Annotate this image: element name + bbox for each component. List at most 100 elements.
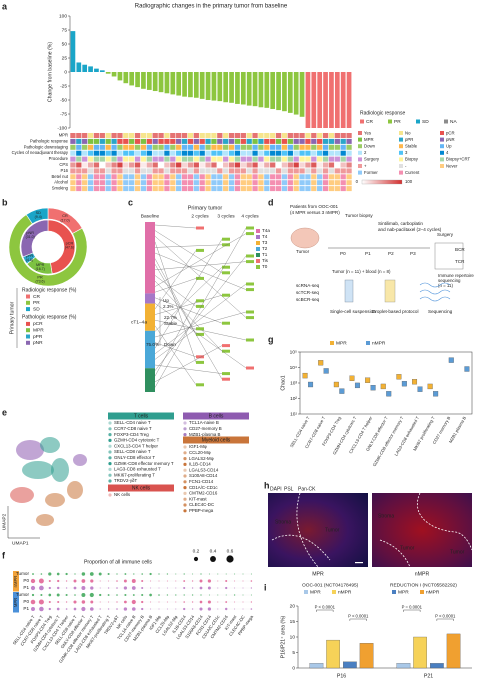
bar	[329, 72, 334, 128]
legend-dot	[183, 427, 187, 431]
legend-label: IL1B-CD14	[189, 462, 211, 467]
heatmap-cell	[99, 138, 105, 144]
legend-swatch	[256, 247, 260, 251]
heatmap-cell	[134, 150, 141, 156]
heatmap-legend-label: Down	[364, 144, 376, 149]
segment-name: PR	[37, 276, 43, 280]
heatmap-cell	[346, 156, 352, 162]
legend-swatch	[26, 321, 30, 326]
heatmap-cell	[170, 180, 176, 186]
umap-cluster	[16, 440, 44, 460]
heatmap-cell	[211, 144, 217, 150]
y-axis-label: Change from baseline (%)	[47, 42, 53, 103]
dot	[234, 573, 236, 575]
legend-label: CD1A/C-CD1c	[189, 485, 218, 490]
heatmap-cell	[264, 144, 270, 150]
heatmap-cell	[234, 168, 241, 174]
heatmap-cell	[264, 162, 270, 168]
dot	[225, 594, 227, 596]
heatmap-cell	[199, 133, 205, 138]
bar	[129, 72, 135, 86]
heatmap-cell	[223, 180, 229, 186]
y-axis-label: Chao1	[280, 375, 286, 390]
heatmap-cell	[322, 186, 329, 192]
umap-cluster	[10, 487, 34, 503]
dot	[207, 579, 212, 583]
dot	[199, 579, 203, 583]
heatmap-cell	[281, 138, 288, 144]
regimen: and nab-paclitaxel (2–4 cycles)	[378, 227, 442, 232]
heatmap-cell	[328, 174, 335, 180]
heatmap-cell	[234, 144, 241, 150]
legend-label: MKI67-proliferating T	[114, 472, 155, 477]
umap-cluster	[40, 437, 60, 453]
y-tick-label: 5	[292, 650, 295, 656]
stage-label: Tis	[262, 258, 269, 263]
heatmap-cell	[223, 133, 229, 138]
heatmap-cell	[164, 150, 170, 156]
samples: Tumor (n = 11) + blood (n = 8)	[332, 269, 391, 274]
dot	[123, 586, 128, 590]
heatmap-cell	[334, 186, 340, 192]
heatmap-cell	[134, 174, 141, 180]
heatmap-cell	[111, 138, 117, 144]
heatmap-cell	[281, 168, 288, 174]
bar	[413, 636, 427, 669]
dot	[141, 607, 144, 611]
heatmap-cell	[164, 133, 170, 138]
heatmap-cell	[123, 174, 129, 180]
dot	[124, 600, 127, 604]
timepoint: P1	[365, 251, 371, 256]
heatmap-cell	[205, 186, 211, 192]
region-label: Stroma	[378, 513, 394, 519]
heatmap-cell	[164, 168, 170, 174]
legend-label: PR	[394, 119, 401, 125]
heatmap-cell	[170, 186, 176, 192]
legend-label: FOXP3-CD4 Treg	[114, 432, 149, 437]
heatmap-cell	[258, 186, 264, 192]
box-median	[349, 375, 355, 381]
heatmap-cell	[246, 162, 252, 168]
legend-swatch	[332, 590, 336, 594]
heatmap-cell	[105, 186, 111, 192]
cohort: Patients from OOC-001	[290, 204, 338, 209]
heatmap-cell	[252, 162, 258, 168]
dot	[81, 579, 86, 583]
heatmap-cell	[299, 186, 305, 192]
heatmap-cell	[152, 168, 158, 174]
segment-name: pNR	[26, 231, 34, 235]
heatmap-cell	[293, 133, 299, 138]
dot	[81, 606, 86, 612]
heatmap-cell	[193, 144, 199, 150]
row-label: P0	[23, 578, 29, 583]
heatmap-cell	[217, 144, 223, 150]
heatmap-row-label: CPS	[59, 162, 68, 167]
heatmap-cell	[70, 174, 76, 180]
heatmap-cell	[275, 180, 282, 186]
stage-block	[246, 366, 254, 370]
cps-colorbar	[361, 179, 403, 185]
dot	[38, 578, 44, 584]
box-median	[354, 382, 360, 389]
dot	[191, 601, 194, 603]
dot	[99, 587, 101, 589]
heatmap-cell	[164, 138, 170, 144]
dot	[150, 608, 152, 610]
heatmap-cell	[99, 168, 105, 174]
bar	[99, 70, 105, 72]
heatmap-cell	[252, 150, 258, 156]
dot	[183, 586, 186, 590]
heatmap-cell	[134, 144, 141, 150]
dot	[175, 601, 177, 603]
legend-swatch	[358, 157, 362, 162]
dot	[132, 594, 135, 596]
heatmap-cell	[264, 156, 270, 162]
heatmap-cell	[117, 144, 123, 150]
axis-label: cT1–4a	[131, 319, 147, 325]
heatmap-cell	[93, 133, 100, 138]
dot	[39, 606, 44, 612]
heatmap-cell	[211, 186, 217, 192]
heatmap-cell	[146, 150, 152, 156]
legend-swatch	[256, 259, 260, 263]
umap-cluster	[67, 481, 83, 499]
